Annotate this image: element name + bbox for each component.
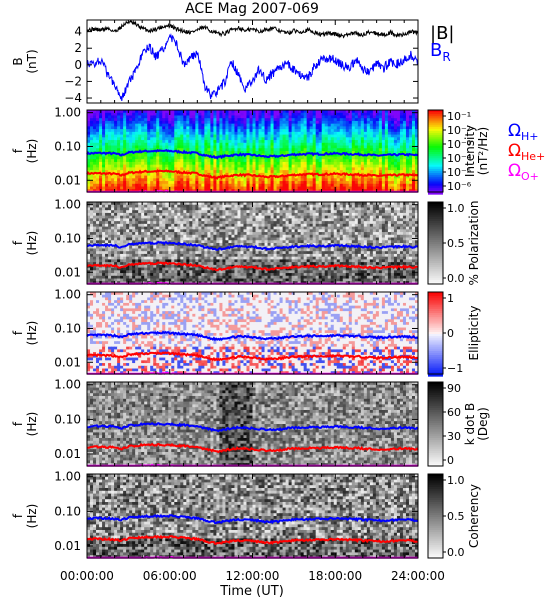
y-tick-label-field: −4 bbox=[64, 91, 82, 105]
legend-omega-o: ΩO+ bbox=[508, 161, 539, 183]
heatmap-cells-polarization bbox=[87, 202, 419, 285]
y-axis-unit-polarization: (Hz) bbox=[25, 231, 39, 256]
y-axis-unit-field: (nT) bbox=[25, 49, 39, 73]
heatmap-cells-coherency bbox=[87, 474, 419, 559]
colorbar-label-coherency: Coherency bbox=[467, 484, 481, 548]
y-tick-label-coherency: 0.01 bbox=[54, 539, 81, 553]
omega-h-line bbox=[86, 421, 419, 433]
y-tick-label-coherency: 1.00 bbox=[54, 470, 81, 484]
colorbar-tick-ellipticity: −1 bbox=[447, 362, 463, 375]
omega-he-line bbox=[86, 534, 419, 545]
y-tick-label-kdotb: 0.10 bbox=[54, 412, 81, 426]
panel-intensity: 1.00 0.10 0.01 f (Hz) 10⁻¹10⁻²10⁻³10⁻⁴10⁻⁵10⁻… bbox=[11, 106, 545, 195]
x-tick-label: 24:00:00 bbox=[391, 569, 445, 583]
y-tick-label-polarization: 0.01 bbox=[54, 265, 81, 279]
colorbar-label-kdotb: k dot B bbox=[463, 403, 477, 445]
x-tick-label: 00:00:00 bbox=[60, 569, 114, 583]
colorbar-tick-intensity: 10⁻² bbox=[447, 124, 471, 137]
colorbar-tick-intensity: 10⁻⁵ bbox=[447, 166, 471, 179]
y-tick-label-polarization: 0.10 bbox=[54, 231, 81, 245]
colorbar-tick-kdotb: 60 bbox=[447, 406, 461, 419]
colorbar-tick-intensity: 10⁻³ bbox=[447, 138, 471, 151]
y-axis-label-ellipticity: f bbox=[11, 330, 25, 335]
colorbar-tick-intensity: 10⁻¹ bbox=[447, 110, 471, 123]
omega-he-line bbox=[86, 169, 419, 180]
y-tick-label-field: −2 bbox=[64, 74, 82, 88]
y-axis-unit-ellipticity: (Hz) bbox=[25, 321, 39, 346]
y-axis-label-intensity: f bbox=[11, 148, 25, 153]
omega-h-line bbox=[86, 513, 419, 525]
colorbar-tick-kdotb: 90 bbox=[447, 382, 461, 395]
x-axis-label: Time (UT) bbox=[219, 584, 284, 599]
y-tick-label-ellipticity: 0.10 bbox=[54, 321, 81, 335]
colorbar-tick-intensity: 10⁻⁴ bbox=[447, 152, 472, 165]
y-tick-label-kdotb: 0.01 bbox=[54, 447, 81, 461]
figure-title: ACE Mag 2007-069 bbox=[185, 1, 319, 17]
colorbar-tick-polarization: 0.5 bbox=[447, 237, 465, 250]
colorbar-label-polarization: % Polarization bbox=[467, 201, 481, 286]
x-tick-label: 18:00:00 bbox=[308, 569, 362, 583]
y-axis-unit-intensity: (Hz) bbox=[25, 139, 39, 164]
y-tick-label-ellipticity: 0.01 bbox=[54, 355, 81, 369]
y-tick-label-field: 0 bbox=[74, 58, 82, 72]
colorbar-unit-kdotb: (Deg) bbox=[476, 407, 490, 441]
omega-he-line bbox=[86, 261, 419, 272]
colorbar-tick-polarization: 1.0 bbox=[447, 202, 465, 215]
panel-kdotb: 1.00 0.10 0.01 f (Hz) 90 60 30 0 k dot B (Deg) bbox=[11, 378, 490, 469]
y-tick-label-intensity: 1.00 bbox=[54, 106, 81, 120]
y-axis-label-coherency: f bbox=[11, 513, 25, 518]
y-tick-label-polarization: 1.00 bbox=[54, 198, 81, 212]
colorbar-label-intensity: Intensity bbox=[463, 125, 477, 177]
panels: 420−2−4B (nT)|B|BR1.000.100.01f (Hz)10⁻¹10… bbox=[11, 19, 545, 583]
x-axis: 00:00:00 06:00:00 12:00:00 18:00:00 24:00:00 bbox=[60, 569, 445, 583]
colorbar-intensity bbox=[427, 109, 444, 193]
legend-b-total: |B| bbox=[430, 23, 454, 44]
panel-polarization: 1.00 0.10 0.01 f (Hz) 1.0 0.5 0.0% Polarization bbox=[11, 198, 481, 287]
panel-ellipticity: 1.00 0.10 0.01 f (Hz) 1 0 −1 Ellipticity bbox=[11, 288, 481, 377]
y-tick-label-intensity: 0.10 bbox=[54, 139, 81, 153]
y-tick-label-field: 2 bbox=[74, 41, 82, 55]
colorbar-tick-polarization: 0.0 bbox=[447, 272, 465, 285]
omega-h-line bbox=[86, 241, 419, 251]
y-axis-label-field: B bbox=[11, 57, 25, 65]
colorbar-unit-intensity: (nT²/Hz) bbox=[476, 127, 490, 175]
colorbar-tick-coherency: 1.0 bbox=[447, 474, 465, 487]
colorbar-label-ellipticity: Ellipticity bbox=[467, 306, 481, 361]
x-tick-label: 12:00:00 bbox=[226, 569, 280, 583]
y-tick-label-field: 4 bbox=[74, 25, 82, 39]
series-line-b-total bbox=[86, 19, 419, 39]
colorbar-kdotb bbox=[427, 381, 444, 467]
colorbar-tick-kdotb: 0 bbox=[447, 454, 454, 467]
y-axis-unit-coherency: (Hz) bbox=[25, 504, 39, 529]
omega-h-line bbox=[86, 148, 419, 160]
colorbar-tick-ellipticity: 0 bbox=[447, 327, 454, 340]
omega-he-line bbox=[86, 442, 419, 454]
y-axis-label-kdotb: f bbox=[11, 421, 25, 426]
y-tick-label-intensity: 0.01 bbox=[54, 173, 81, 187]
colorbar-tick-kdotb: 30 bbox=[447, 430, 461, 443]
colorbar-tick-coherency: 0.5 bbox=[447, 510, 465, 523]
omega-he-line bbox=[86, 351, 419, 362]
omega-h-line bbox=[86, 330, 419, 342]
y-axis-unit-kdotb: (Hz) bbox=[25, 412, 39, 437]
y-tick-label-kdotb: 1.00 bbox=[54, 378, 81, 392]
colorbar-tick-coherency: 0.0 bbox=[447, 546, 465, 559]
legend-omega-he: ΩHe+ bbox=[508, 141, 545, 163]
y-tick-label-coherency: 0.10 bbox=[54, 504, 81, 518]
y-tick-label-ellipticity: 1.00 bbox=[54, 288, 81, 302]
heatmap-cells-kdotb bbox=[87, 382, 419, 467]
heatmap-cells-intensity bbox=[87, 110, 419, 193]
x-tick-label: 06:00:00 bbox=[143, 569, 197, 583]
panel-field: 420−2−4B (nT)|B|BR bbox=[11, 19, 454, 105]
legend-omega-h: ΩH+ bbox=[508, 121, 539, 143]
series-line-b-r bbox=[86, 33, 419, 101]
frame-field bbox=[86, 19, 419, 104]
colorbar-tick-intensity: 10⁻⁶ bbox=[447, 180, 472, 193]
colorbar-tick-ellipticity: 1 bbox=[447, 292, 454, 305]
y-axis-label-polarization: f bbox=[11, 240, 25, 245]
